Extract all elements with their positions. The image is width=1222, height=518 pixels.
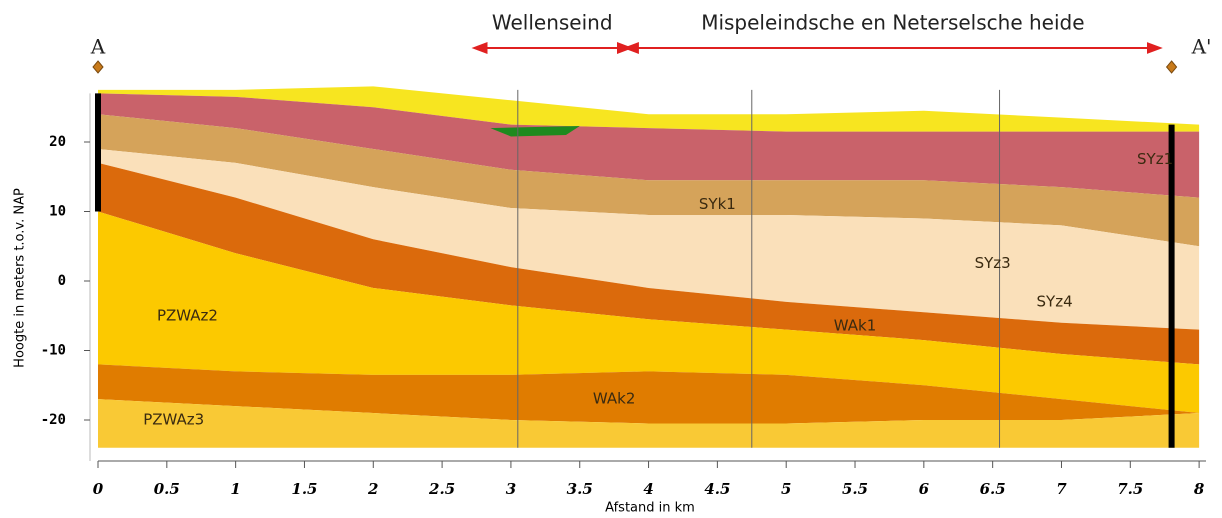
x-tick-label: 1.5 bbox=[291, 480, 317, 498]
y-tick-label: 10 bbox=[49, 204, 66, 220]
layer-label: PZWAz3 bbox=[143, 411, 204, 429]
layer-label: WAk2 bbox=[593, 390, 636, 408]
layer-label: SYz4 bbox=[1037, 292, 1073, 310]
y-tick-label: -10 bbox=[41, 343, 66, 359]
x-tick-label: 5.5 bbox=[842, 480, 868, 498]
x-tick-label: 1 bbox=[230, 480, 240, 498]
region-label: Wellenseind bbox=[492, 11, 613, 35]
y-tick-label: 0 bbox=[58, 273, 66, 289]
layer-label: WAk1 bbox=[834, 317, 877, 335]
x-tick-label: 7.5 bbox=[1117, 480, 1143, 498]
endpoint-marker bbox=[1167, 61, 1177, 73]
x-tick-label: 5 bbox=[781, 480, 791, 498]
x-tick-label: 7 bbox=[1056, 480, 1067, 498]
x-tick-label: 0.5 bbox=[154, 480, 180, 498]
region-label: Mispeleindsche en Neterselsche heide bbox=[701, 11, 1084, 35]
x-tick-label: 2 bbox=[367, 480, 378, 498]
x-tick-label: 3 bbox=[506, 480, 516, 498]
x-axis-label: Afstand in km bbox=[605, 501, 695, 516]
layer-label: PZWAz2 bbox=[157, 306, 218, 324]
x-tick-label: 8 bbox=[1194, 480, 1205, 498]
x-tick-label: 2.5 bbox=[428, 480, 455, 498]
chart: Afstand in km Hoogte in meters t.o.v. NA… bbox=[0, 0, 1222, 518]
y-axis-label: Hoogte in meters t.o.v. NAP bbox=[13, 188, 28, 368]
x-tick-label: 3.5 bbox=[567, 480, 593, 498]
y-tick-label: 20 bbox=[49, 134, 66, 150]
x-tick-label: 4 bbox=[643, 480, 653, 498]
endpoint-marker bbox=[93, 61, 103, 73]
endpoint-label: A' bbox=[1191, 35, 1212, 59]
x-tick-label: 6.5 bbox=[980, 480, 1006, 498]
layer-label: SYz1 bbox=[1137, 150, 1173, 168]
y-tick-label: -20 bbox=[41, 412, 66, 428]
x-tick-label: 4.5 bbox=[704, 480, 730, 498]
endpoint-label: A bbox=[90, 35, 106, 59]
x-tick-label: 6 bbox=[919, 480, 930, 498]
layer-label: SYk1 bbox=[699, 195, 736, 213]
x-tick-label: 0 bbox=[93, 480, 104, 498]
layer-label: SYz3 bbox=[975, 254, 1011, 272]
